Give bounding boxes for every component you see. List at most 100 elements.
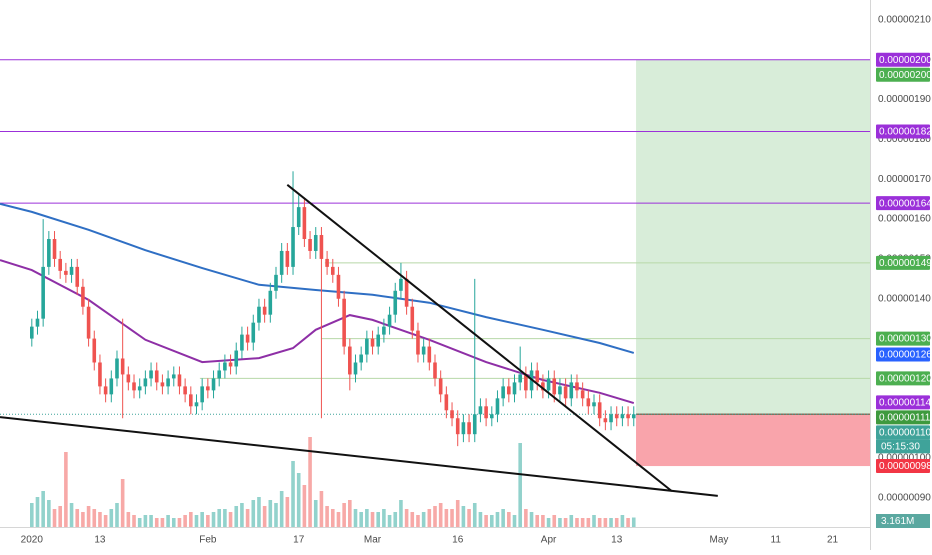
volume-bar (41, 491, 45, 527)
candle-body (279, 250, 284, 275)
price-label: 0.00000114 (879, 397, 932, 408)
candle-body (228, 362, 233, 367)
candle-body (109, 378, 114, 395)
price-label-box (876, 52, 930, 67)
volume-bar (563, 518, 568, 527)
volume-bar (228, 512, 233, 527)
candle-body (609, 414, 613, 423)
volume-bar (206, 515, 210, 527)
candle-body (149, 370, 153, 379)
candle-body (120, 358, 125, 375)
price-label-box (876, 196, 930, 211)
volume-bar (478, 512, 483, 527)
volume-bar (154, 518, 159, 527)
candle-body (103, 386, 108, 395)
volume-bar (325, 506, 329, 527)
volume-bar (330, 509, 335, 527)
candle-body (455, 418, 460, 435)
candle-body (211, 378, 216, 391)
candle-body (285, 250, 290, 267)
volume-bar (455, 500, 460, 527)
y-tick-label: 0.00000170 (878, 174, 931, 185)
volume-bar (183, 515, 187, 527)
volume-bar (501, 509, 505, 527)
volume-bar (507, 512, 511, 527)
candle-body (319, 235, 324, 259)
candle-body (467, 422, 471, 435)
candle-body (126, 374, 131, 383)
candle-body (171, 374, 176, 379)
x-tick-label: 11 (771, 535, 782, 546)
candle-body (484, 406, 488, 419)
price-label: 0.00000126 (879, 350, 932, 361)
y-tick-label: 0.00000140 (878, 293, 931, 304)
candle-body (563, 386, 568, 399)
volume-bar (359, 512, 363, 527)
x-tick-label: 17 (293, 535, 305, 546)
candle-body (586, 398, 591, 407)
volume-bar (30, 503, 34, 527)
volume-bar (35, 497, 40, 527)
candle-body (365, 338, 369, 355)
trendline (286, 184, 673, 492)
candle-body (308, 239, 312, 251)
candle-body (30, 326, 34, 339)
volume-bar (342, 503, 346, 527)
volume-bar (580, 518, 585, 527)
plot-area (0, 59, 870, 527)
candle-body (69, 266, 74, 275)
candle-body (518, 374, 522, 383)
volume-bar (98, 512, 102, 527)
candle-body (52, 239, 57, 259)
x-tick-label: Apr (541, 535, 557, 546)
price-label: 0.00000098 (879, 461, 932, 472)
volume-bar (382, 509, 386, 527)
volume-bar (546, 518, 551, 527)
candle-body (421, 346, 426, 355)
x-tick-label: Mar (364, 535, 382, 546)
volume-bar (404, 509, 409, 527)
volume-bar (541, 515, 545, 527)
price-label: 0.00000120 (879, 374, 932, 385)
y-tick-label: 0.00000090 (878, 493, 931, 504)
candle-body (342, 298, 346, 347)
volume-bar (450, 509, 454, 527)
volume-bar (75, 509, 80, 527)
price-label-box (876, 395, 930, 410)
volume-bar (365, 509, 369, 527)
x-tick-label: Feb (199, 535, 217, 546)
candle-body (387, 314, 392, 327)
volume-bar (319, 491, 324, 527)
candle-body (404, 278, 409, 307)
volume-bar (262, 506, 267, 527)
candle-body (507, 386, 511, 395)
volume-bar (160, 518, 165, 527)
candle-body (489, 414, 494, 419)
candle-body (546, 378, 551, 391)
candle-body (47, 239, 51, 267)
volume-bar (296, 473, 301, 527)
candle-body (336, 274, 341, 299)
price-label-box (876, 331, 930, 346)
x-tick-label: 16 (452, 535, 464, 546)
candle-body (524, 374, 528, 391)
candle-body (501, 386, 505, 399)
candle-body (348, 346, 352, 375)
volume-bar (171, 518, 176, 527)
candle-body (160, 382, 165, 387)
candle-body (558, 386, 562, 395)
volume-bar (115, 503, 119, 527)
x-tick-label: 21 (827, 535, 839, 546)
volume-bar (285, 497, 290, 527)
candle-body (296, 207, 301, 228)
volume-bar (512, 515, 517, 527)
candle-body (472, 414, 477, 435)
candle-body (461, 422, 466, 435)
volume-bar (245, 509, 250, 527)
candle-body (154, 370, 159, 383)
volume-bar (427, 509, 432, 527)
candle-body (245, 334, 250, 343)
volume-bar (467, 509, 471, 527)
volume-bar (569, 515, 574, 527)
x-tick-label: May (709, 535, 728, 546)
